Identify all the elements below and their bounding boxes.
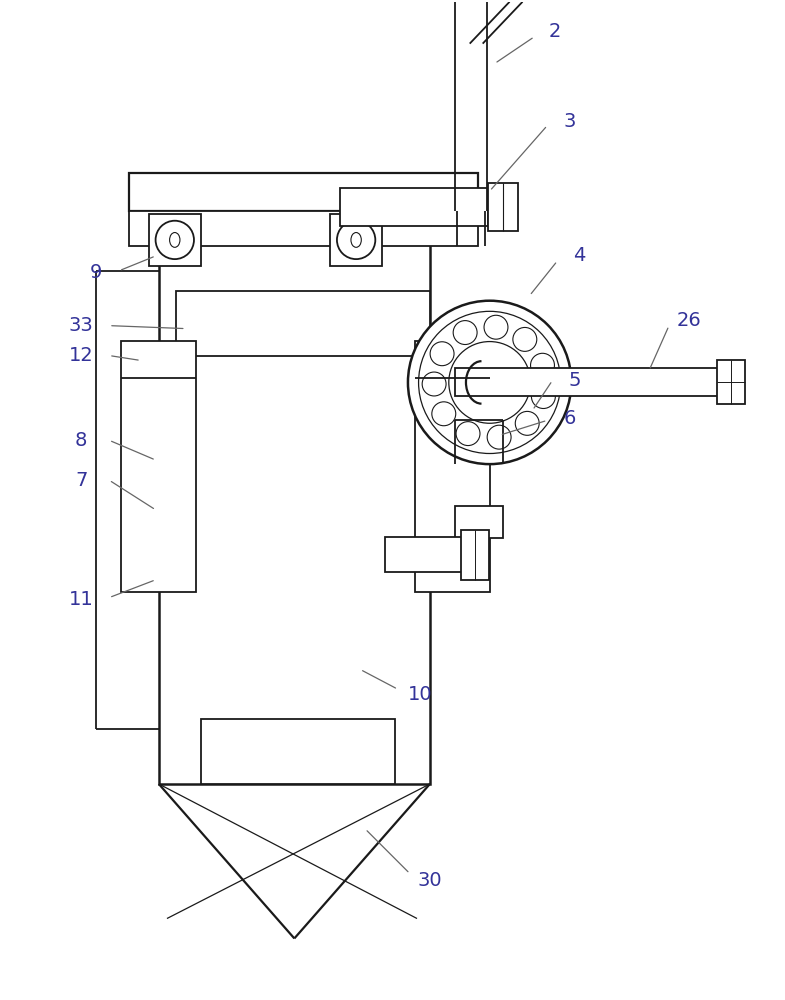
Circle shape	[432, 402, 456, 426]
Text: 33: 33	[69, 316, 93, 335]
Bar	[385, 537, 462, 572]
Circle shape	[337, 221, 375, 259]
Bar	[487, 183, 517, 231]
Bar	[330, 214, 382, 266]
Text: 26: 26	[677, 311, 701, 330]
Bar	[121, 341, 195, 592]
Circle shape	[456, 422, 480, 446]
Bar	[340, 188, 487, 226]
Text: 2: 2	[548, 22, 560, 41]
Text: 4: 4	[573, 246, 586, 265]
Bar	[201, 719, 395, 784]
Circle shape	[515, 411, 539, 435]
Text: 9: 9	[89, 263, 102, 282]
Circle shape	[155, 221, 194, 259]
Circle shape	[422, 372, 446, 396]
Ellipse shape	[170, 233, 180, 247]
Bar	[455, 368, 728, 396]
Text: 11: 11	[69, 590, 93, 609]
Circle shape	[418, 311, 560, 454]
Text: 5: 5	[568, 371, 581, 390]
Circle shape	[408, 301, 571, 464]
Bar	[129, 211, 478, 246]
Bar	[159, 186, 430, 784]
Ellipse shape	[351, 233, 361, 247]
Bar	[176, 291, 430, 356]
Text: 6: 6	[563, 409, 575, 428]
Text: 3: 3	[563, 112, 575, 131]
Bar	[415, 341, 490, 592]
Circle shape	[513, 327, 537, 351]
Text: 12: 12	[69, 346, 93, 365]
Text: 8: 8	[75, 431, 87, 450]
Circle shape	[531, 385, 555, 409]
Text: 7: 7	[75, 471, 87, 490]
Circle shape	[430, 342, 454, 366]
Bar	[149, 214, 201, 266]
Text: 10: 10	[407, 685, 433, 704]
Bar	[717, 360, 745, 404]
Bar	[129, 173, 478, 211]
Circle shape	[449, 342, 531, 423]
Circle shape	[484, 315, 508, 339]
Bar	[461, 530, 488, 580]
Circle shape	[487, 425, 511, 449]
Bar	[455, 506, 502, 538]
Circle shape	[453, 321, 477, 345]
Circle shape	[531, 353, 554, 377]
Text: 30: 30	[418, 871, 442, 890]
